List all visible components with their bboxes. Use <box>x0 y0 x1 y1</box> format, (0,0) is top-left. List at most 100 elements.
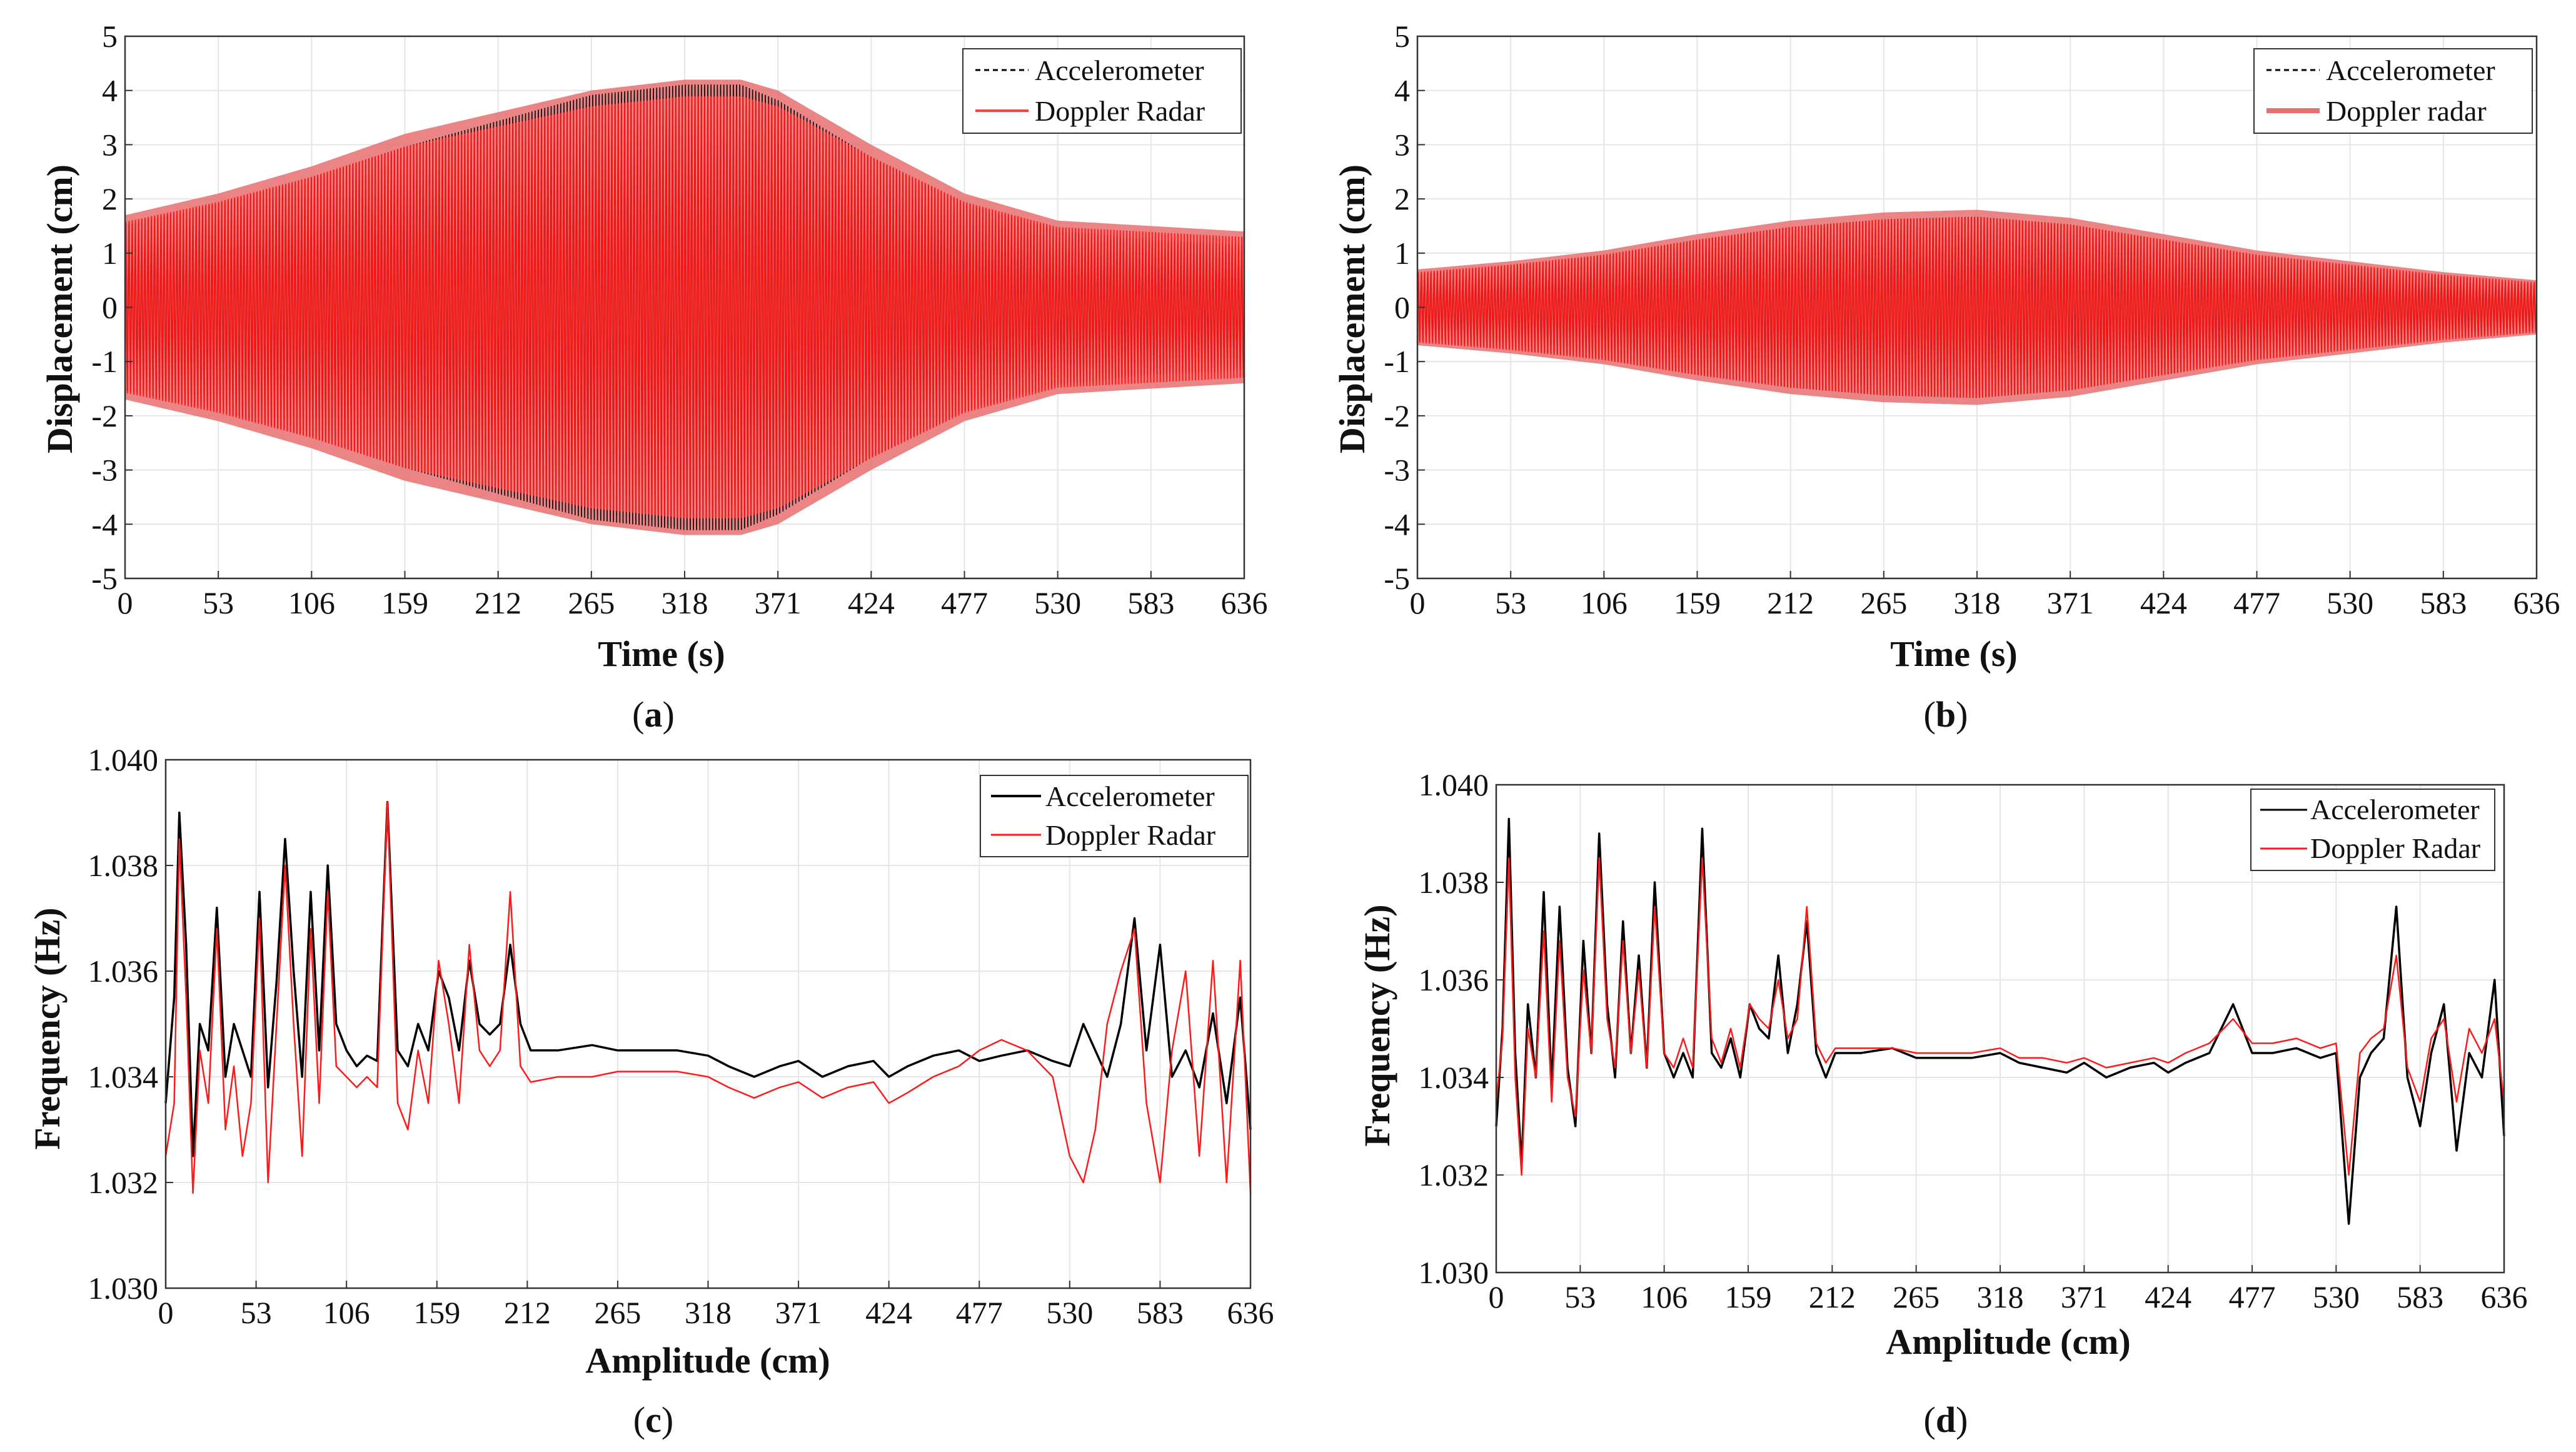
y-tick-label: 1.030 <box>1419 1255 1489 1290</box>
y-tick-label: -3 <box>91 453 118 488</box>
y-tick-label: 1.036 <box>88 954 159 989</box>
x-axis-label: Amplitude (cm) <box>585 1340 830 1381</box>
x-tick-label: 583 <box>1137 1295 1184 1330</box>
x-tick-label: 477 <box>956 1295 1003 1330</box>
x-tick-label: 212 <box>504 1295 551 1330</box>
x-tick-label: 477 <box>2233 585 2280 620</box>
y-tick-label: 3 <box>102 127 118 162</box>
legend: Accelerometer Doppler Radar <box>980 775 1249 857</box>
y-tick-label: -2 <box>91 398 118 433</box>
x-tick-label: 106 <box>1641 1279 1688 1314</box>
panel-a: 0 53 106 159 212 265 318 371 424 477 530 583 636-5-4… <box>39 19 1268 735</box>
x-tick-label: 530 <box>2327 585 2373 620</box>
y-tick-label: 1 <box>1394 236 1410 271</box>
panel-label: (c) <box>633 1399 673 1440</box>
x-tick-label: 0 <box>158 1295 174 1330</box>
legend-label-accelerometer: Accelerometer <box>2326 54 2495 86</box>
y-tick-label: 0 <box>102 290 118 325</box>
y-tick-label: 1.034 <box>1419 1060 1489 1095</box>
x-tick-label: 636 <box>2513 585 2560 620</box>
panel-d: 0 53 106 159 212 265 318 371 424 477 530 583 636 1.03… <box>1357 767 2528 1440</box>
series-line-radar <box>124 96 1245 518</box>
panel-label: (a) <box>632 694 675 735</box>
x-tick-label: 371 <box>775 1295 822 1330</box>
y-tick-label: 4 <box>102 73 118 108</box>
x-axis-label: Time (s) <box>1890 633 2018 674</box>
x-tick-label: 53 <box>1564 1279 1596 1314</box>
x-tick-label: 318 <box>685 1295 732 1330</box>
legend: Accelerometer Doppler Radar <box>2250 789 2495 871</box>
y-tick-label: -5 <box>91 561 118 596</box>
x-tick-label: 371 <box>2061 1279 2108 1314</box>
y-tick-label: -5 <box>1384 561 1410 596</box>
x-tick-label: 159 <box>1674 585 1721 620</box>
x-tick-label: 424 <box>2140 585 2187 620</box>
y-tick-label: 1.040 <box>1419 767 1489 802</box>
y-tick-label: 1.038 <box>88 848 159 883</box>
x-tick-label: 53 <box>203 585 234 620</box>
x-tick-label: 212 <box>1809 1279 1856 1314</box>
x-tick-label: 212 <box>1767 585 1814 620</box>
legend-label-radar: Doppler Radar <box>2310 832 2480 864</box>
y-tick-label: -4 <box>1384 507 1410 542</box>
panel-b: 0 53 106 159 212 265 318 371 424 477 530 583 636-5-4… <box>1332 19 2560 735</box>
x-tick-label: 371 <box>755 585 802 620</box>
x-tick-label: 530 <box>2313 1279 2360 1314</box>
y-axis-label: Displacement (cm) <box>1332 164 1372 453</box>
y-tick-label: -1 <box>91 344 118 379</box>
x-tick-label: 265 <box>594 1295 641 1330</box>
y-tick-label: 1 <box>102 236 118 271</box>
x-tick-label: 636 <box>1227 1295 1274 1330</box>
x-tick-label: 265 <box>568 585 615 620</box>
x-tick-label: 424 <box>2145 1279 2191 1314</box>
x-tick-label: 53 <box>241 1295 272 1330</box>
y-tick-label: 4 <box>1394 73 1410 108</box>
x-tick-label: 159 <box>413 1295 460 1330</box>
y-tick-label: 0 <box>1394 290 1410 325</box>
x-tick-label: 583 <box>2420 585 2467 620</box>
x-tick-label: 318 <box>1977 1279 2024 1314</box>
y-tick-label: 1.032 <box>88 1165 159 1200</box>
panel-label: (b) <box>1924 694 1968 735</box>
y-tick-label: -2 <box>1384 398 1410 433</box>
y-tick-label: 2 <box>1394 181 1410 216</box>
x-tick-label: 318 <box>1954 585 2001 620</box>
x-tick-label: 106 <box>323 1295 370 1330</box>
x-tick-label: 530 <box>1046 1295 1093 1330</box>
panel-c: 0 53 106 159 212 265 318 371 424 477 530 583 636 1.03… <box>27 742 1274 1440</box>
y-tick-label: 1.040 <box>88 742 159 777</box>
x-tick-label: 424 <box>865 1295 912 1330</box>
legend-label-accelerometer: Accelerometer <box>1035 54 1204 86</box>
x-axis-label: Amplitude (cm) <box>1886 1321 2130 1362</box>
y-tick-label: -3 <box>1384 453 1410 488</box>
x-tick-label: 583 <box>1127 585 1174 620</box>
legend-label-accelerometer: Accelerometer <box>2310 794 2480 825</box>
x-tick-label: 106 <box>288 585 335 620</box>
y-tick-label: 1.030 <box>88 1271 159 1306</box>
x-tick-label: 477 <box>2229 1279 2276 1314</box>
y-tick-label: 2 <box>102 181 118 216</box>
x-tick-label: 636 <box>2481 1279 2528 1314</box>
x-axis-label: Time (s) <box>598 633 725 674</box>
y-axis-label: Frequency (Hz) <box>1357 904 1397 1146</box>
x-tick-label: 530 <box>1034 585 1081 620</box>
x-tick-label: 0 <box>1489 1279 1504 1314</box>
x-tick-label: 212 <box>475 585 521 620</box>
x-tick-label: 265 <box>1893 1279 1940 1314</box>
legend: Accelerometer Doppler radar <box>2253 48 2533 134</box>
y-tick-label: 1.032 <box>1419 1157 1489 1192</box>
x-tick-label: 159 <box>381 585 428 620</box>
y-axis-label: Frequency (Hz) <box>27 907 68 1149</box>
legend-label-accelerometer: Accelerometer <box>1045 780 1215 812</box>
x-tick-label: 636 <box>1221 585 1268 620</box>
x-tick-label: 0 <box>1410 585 1426 620</box>
x-tick-label: 477 <box>941 585 988 620</box>
y-tick-label: 1.036 <box>1419 962 1489 997</box>
x-tick-label: 106 <box>1581 585 1628 620</box>
legend-label-radar: Doppler Radar <box>1035 95 1205 127</box>
x-tick-label: 53 <box>1495 585 1526 620</box>
y-tick-label: 5 <box>1394 19 1410 54</box>
series-line-radar <box>1495 857 2505 1176</box>
y-axis-label: Displacement (cm) <box>39 164 80 453</box>
x-tick-label: 424 <box>848 585 895 620</box>
